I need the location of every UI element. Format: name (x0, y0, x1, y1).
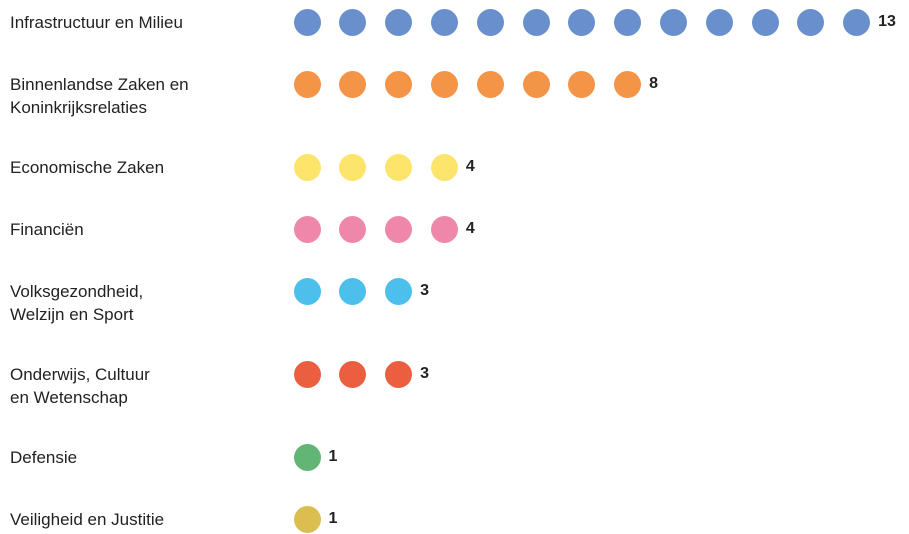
dot (339, 8, 367, 36)
dot (797, 8, 825, 36)
dot (385, 360, 413, 388)
dot (705, 8, 733, 36)
dot (385, 70, 413, 98)
dot (385, 215, 413, 243)
dot (339, 277, 367, 305)
category-label: Financiën (10, 219, 84, 239)
value-label: 1 (328, 510, 338, 527)
dot (430, 70, 458, 98)
dot (293, 8, 321, 36)
dot (430, 8, 458, 36)
dot (614, 8, 642, 36)
value-label: 3 (420, 282, 429, 299)
dot (293, 70, 321, 98)
dot (751, 8, 779, 36)
value-label: 3 (420, 365, 429, 382)
category-label: Volksgezondheid, Welzijn en Sport (10, 281, 144, 324)
value-label: 1 (328, 448, 338, 465)
dot (522, 70, 550, 98)
dot (568, 8, 596, 36)
category-label: Binnenlandse Zaken en Koninkrijksrelatie… (10, 74, 189, 117)
category-label: Veiligheid en Justitie (10, 509, 165, 529)
dot (339, 360, 367, 388)
dot (476, 8, 504, 36)
value-label: 4 (465, 220, 475, 237)
dot (476, 70, 504, 98)
dot (293, 360, 321, 388)
dot (293, 505, 321, 533)
dot (430, 153, 458, 181)
dot (843, 8, 871, 36)
dot (659, 8, 687, 36)
dot (568, 70, 596, 98)
value-label: 13 (878, 13, 896, 30)
dot (293, 215, 321, 243)
dot (293, 443, 321, 471)
value-label: 8 (649, 75, 658, 92)
dot (339, 215, 367, 243)
value-label: 4 (465, 158, 475, 175)
dot (522, 8, 550, 36)
category-label: Economische Zaken (10, 157, 165, 177)
dot (614, 70, 642, 98)
dot (339, 70, 367, 98)
category-label: Infrastructuur en Milieu (10, 12, 183, 32)
dot (385, 8, 413, 36)
dot (339, 153, 367, 181)
dot (385, 153, 413, 181)
category-label: Onderwijs, Cultuur en Wetenschap (10, 364, 150, 407)
category-label: Defensie (10, 447, 78, 467)
dot (385, 277, 413, 305)
dot (293, 277, 321, 305)
dot (293, 153, 321, 181)
dot (430, 215, 458, 243)
